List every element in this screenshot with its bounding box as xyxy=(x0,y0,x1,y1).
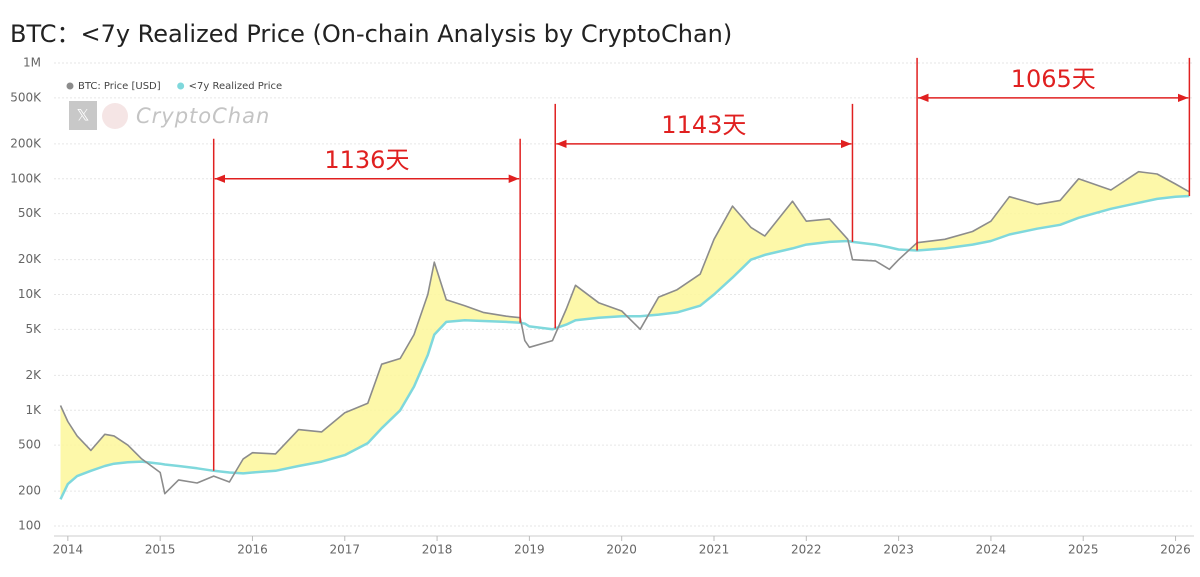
x-tick-label: 2024 xyxy=(976,543,1007,557)
annotation-label: 1143天 xyxy=(661,111,746,139)
x-tick-label: 2019 xyxy=(514,543,545,557)
chart-title: BTC：<7y Realized Price (On-chain Analysi… xyxy=(10,20,732,48)
y-tick-label: 20K xyxy=(18,252,42,266)
y-tick-label: 1K xyxy=(25,403,42,417)
x-tick-label: 2020 xyxy=(606,543,637,557)
x-tick-label: 2014 xyxy=(53,543,84,557)
y-tick-label: 10K xyxy=(18,287,42,301)
avatar xyxy=(102,103,128,129)
annotation-label: 1065天 xyxy=(1011,65,1096,93)
y-tick-label: 100 xyxy=(18,519,41,533)
x-tick-label: 2025 xyxy=(1068,543,1099,557)
y-tick-label: 500K xyxy=(10,90,42,104)
x-logo-box xyxy=(69,101,97,130)
y-tick-label: 50K xyxy=(18,206,42,220)
x-tick-label: 2021 xyxy=(699,543,730,557)
legend-marker xyxy=(177,82,185,90)
x-tick-label: 2023 xyxy=(883,543,914,557)
y-tick-label: 100K xyxy=(10,171,42,185)
x-tick-label: 2026 xyxy=(1160,543,1191,557)
legend-label: BTC: Price [USD] xyxy=(78,81,161,92)
annotation-label: 1136天 xyxy=(324,146,409,174)
y-tick-label: 1M xyxy=(23,56,41,70)
y-tick-label: 200 xyxy=(18,484,41,498)
x-logo: 𝕏 xyxy=(77,106,90,125)
y-tick-label: 2K xyxy=(25,368,42,382)
gain-band xyxy=(60,171,1190,500)
y-tick-label: 200K xyxy=(10,136,42,150)
watermark: CryptoChan xyxy=(136,104,270,128)
x-tick-label: 2018 xyxy=(422,543,453,557)
x-tick-label: 2015 xyxy=(145,543,176,557)
x-tick-label: 2016 xyxy=(237,543,268,557)
y-tick-label: 5K xyxy=(25,322,42,336)
y-tick-label: 500 xyxy=(18,438,41,452)
legend-label: <7y Realized Price xyxy=(189,81,283,92)
x-tick-label: 2022 xyxy=(791,543,822,557)
series-line xyxy=(59,194,1190,500)
series-line xyxy=(59,170,1190,495)
legend-marker xyxy=(66,82,74,90)
x-tick-label: 2017 xyxy=(329,543,360,557)
